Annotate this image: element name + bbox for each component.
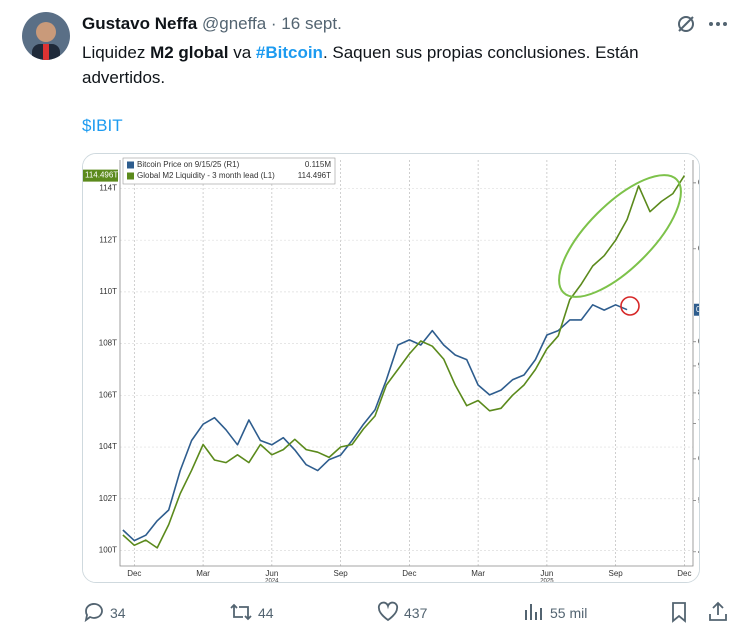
handle-date[interactable]: @gneffa · 16 sept. (201, 14, 342, 33)
x-tick-label: Dec (677, 569, 691, 578)
y-tick-label: 114T (99, 184, 117, 193)
like-icon[interactable] (376, 600, 400, 624)
y-tick-label: 100T (99, 546, 117, 555)
reply-icon[interactable] (82, 600, 106, 624)
text: va (228, 43, 256, 62)
more-icon[interactable] (706, 12, 730, 36)
x-tick-label: Sep (609, 569, 624, 578)
author-name[interactable]: Gustavo Neffa (82, 14, 198, 33)
y-tick-label: 108T (99, 339, 117, 348)
hashtag[interactable]: #Bitcoin (255, 43, 323, 62)
legend-value: 114.496T (298, 171, 331, 180)
legend-swatch (127, 172, 134, 180)
series-line (122, 175, 686, 549)
y-tick-label: 102T (99, 494, 117, 503)
repost-icon[interactable] (228, 600, 254, 624)
media[interactable]: Dec Mar Jun Sep Dec Mar Jun Sep Dec 2024 2025 100T 1… (82, 153, 700, 583)
y2-tick-label: 50000 (698, 496, 699, 505)
y2-tick-label: 80000 (698, 388, 699, 397)
x-year-label: 2025 (540, 579, 554, 582)
x-tick-label: Jun (265, 569, 278, 578)
annotation-circle (620, 296, 640, 316)
text: . Saquen sus propias conclusiones. Están… (82, 43, 639, 87)
grok-icon[interactable] (674, 12, 698, 36)
y2-tick-label: 70000 (698, 419, 699, 428)
axis-frame (119, 160, 694, 567)
avatar[interactable] (22, 12, 70, 60)
text-bold: M2 global (150, 43, 229, 62)
last-value-label: 114.496T (85, 171, 118, 180)
share-icon[interactable] (706, 600, 730, 624)
x-tick-label: Mar (471, 569, 485, 578)
tweet-text: Liquidez M2 global va #Bitcoin. Saquen s… (82, 40, 682, 90)
like-count[interactable]: 437 (404, 605, 428, 621)
y-tick-label: 110T (99, 287, 117, 296)
chart: Dec Mar Jun Sep Dec Mar Jun Sep Dec 2024 2025 100T 1… (83, 154, 699, 582)
views-icon[interactable] (522, 600, 544, 624)
y2-tick-label: 0.15M (698, 244, 699, 253)
cashtag[interactable]: $IBIT (82, 116, 123, 135)
x-tick-label: Sep (333, 569, 348, 578)
legend-value: 0.115M (305, 160, 331, 169)
repost-count[interactable]: 44 (258, 605, 274, 621)
y-tick-label: 112T (99, 235, 117, 244)
y2-tick-label: 40000 (698, 547, 699, 556)
last-value-flag (694, 303, 699, 316)
y-tick-label: 104T (99, 442, 117, 451)
y2-tick-label: 90000 (698, 361, 699, 370)
annotation-ellipse (558, 174, 682, 298)
y2-tick-label: 0.1M (698, 337, 699, 346)
reply-count[interactable]: 34 (110, 605, 126, 621)
legend-box (122, 157, 336, 185)
x-year-label: 2024 (265, 579, 279, 582)
legend-label: Bitcoin Price on 9/15/25 (R1) (137, 160, 240, 169)
y2-tick-label: 0.2M (698, 178, 699, 187)
last-value-label: 0.115M (696, 305, 699, 314)
legend-label: Global M2 Liquidity - 3 month lead (L1) (137, 171, 275, 180)
x-tick-label: Mar (196, 569, 210, 578)
x-tick-label: Jun (540, 569, 553, 578)
y-tick-label: 106T (99, 390, 117, 399)
y2-tick-label: 60000 (698, 454, 699, 463)
bookmark-icon[interactable] (668, 600, 690, 624)
x-tick-label: Dec (127, 569, 141, 578)
last-value-flag (83, 169, 118, 182)
x-tick-label: Dec (402, 569, 416, 578)
series-line (122, 304, 628, 542)
text: Liquidez (82, 43, 151, 62)
views-count[interactable]: 55 mil (550, 605, 588, 621)
legend-swatch (127, 161, 134, 169)
